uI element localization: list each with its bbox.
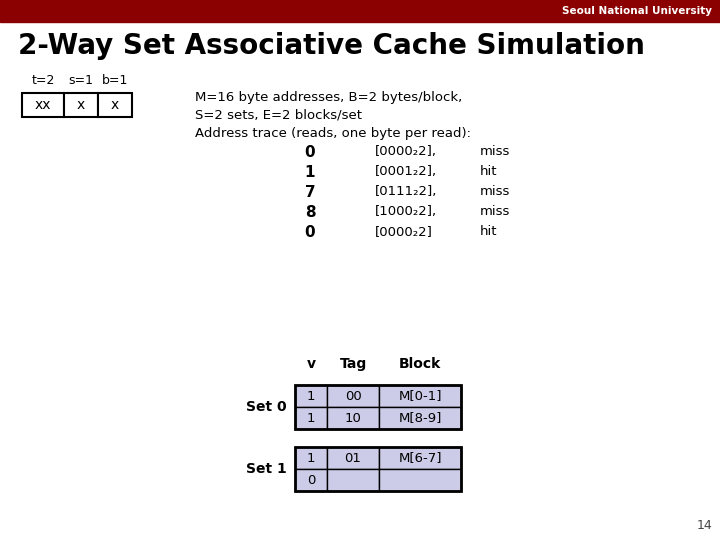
Text: v: v <box>307 357 315 371</box>
Text: Set 0: Set 0 <box>246 400 287 414</box>
Text: 7: 7 <box>305 185 315 200</box>
Bar <box>295 469 327 491</box>
Text: t=2: t=2 <box>31 74 55 87</box>
Text: 1: 1 <box>305 165 315 180</box>
Text: 10: 10 <box>345 411 361 424</box>
Text: 14: 14 <box>696 519 712 532</box>
Text: miss: miss <box>480 205 510 218</box>
Text: miss: miss <box>480 185 510 198</box>
Text: 1: 1 <box>307 389 315 402</box>
Text: 1: 1 <box>307 411 315 424</box>
Text: 8: 8 <box>305 205 315 220</box>
Text: M[8-9]: M[8-9] <box>398 411 441 424</box>
Text: [1000₂2],: [1000₂2], <box>375 205 437 218</box>
Bar <box>64 93 98 117</box>
Text: miss: miss <box>480 145 510 158</box>
Text: 1: 1 <box>307 451 315 464</box>
Text: hit: hit <box>480 225 498 238</box>
Text: 01: 01 <box>345 451 361 464</box>
Text: Address trace (reads, one byte per read):: Address trace (reads, one byte per read)… <box>195 127 471 140</box>
Bar <box>379 469 461 491</box>
Text: xx: xx <box>35 98 51 112</box>
Text: S=2 sets, E=2 blocks/set: S=2 sets, E=2 blocks/set <box>195 109 362 122</box>
Text: Set 1: Set 1 <box>246 462 287 476</box>
Bar <box>379 385 461 407</box>
Text: [0000₂2]: [0000₂2] <box>375 225 433 238</box>
Bar <box>295 407 327 429</box>
Text: 0: 0 <box>307 474 315 487</box>
Text: x: x <box>77 98 85 112</box>
Text: 0: 0 <box>305 225 315 240</box>
Text: M[6-7]: M[6-7] <box>398 451 442 464</box>
Text: b=1: b=1 <box>102 74 128 87</box>
Bar <box>0 0 720 22</box>
Bar <box>327 407 379 429</box>
Bar <box>379 447 461 469</box>
Bar <box>295 447 327 469</box>
Text: [0001₂2],: [0001₂2], <box>375 165 437 178</box>
Text: 0: 0 <box>305 145 315 160</box>
Text: 00: 00 <box>345 389 361 402</box>
Bar <box>22 93 64 117</box>
Text: [0111₂2],: [0111₂2], <box>375 185 437 198</box>
Text: s=1: s=1 <box>68 74 94 87</box>
Text: Tag: Tag <box>339 357 366 371</box>
Text: Block: Block <box>399 357 441 371</box>
Text: M[0-1]: M[0-1] <box>398 389 442 402</box>
Text: Seoul National University: Seoul National University <box>562 6 712 16</box>
Bar <box>295 385 327 407</box>
Bar <box>295 447 461 491</box>
Bar <box>379 407 461 429</box>
Text: 2-Way Set Associative Cache Simulation: 2-Way Set Associative Cache Simulation <box>18 32 645 60</box>
Bar <box>295 385 461 429</box>
Text: [0000₂2],: [0000₂2], <box>375 145 437 158</box>
Text: x: x <box>111 98 119 112</box>
Bar <box>327 447 379 469</box>
Text: M=16 byte addresses, B=2 bytes/block,: M=16 byte addresses, B=2 bytes/block, <box>195 91 462 104</box>
Bar <box>327 469 379 491</box>
Text: hit: hit <box>480 165 498 178</box>
Bar <box>98 93 132 117</box>
Bar <box>327 385 379 407</box>
